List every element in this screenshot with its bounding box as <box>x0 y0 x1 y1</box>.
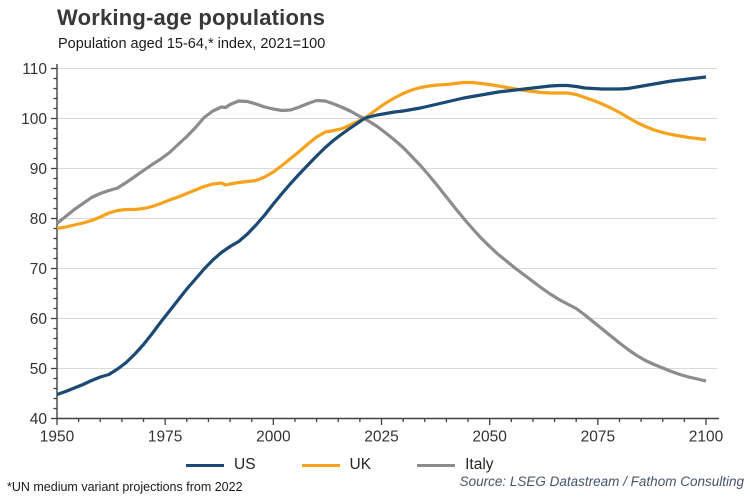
uk-line-swatch-icon <box>301 463 340 467</box>
x-tick-label: 2050 <box>472 429 507 446</box>
italy-series-line <box>55 98 707 383</box>
x-tick-label: 2100 <box>689 429 724 446</box>
x-tick-label: 1950 <box>40 429 75 446</box>
chart-subtitle: Population aged 15-64,* index, 2021=100 <box>58 36 326 52</box>
x-tick-label: 1975 <box>148 429 182 446</box>
y-tick-label: 110 <box>22 61 47 78</box>
footnote: *UN medium variant projections from 2022 <box>7 480 243 494</box>
y-tick-label: 50 <box>30 361 48 378</box>
x-tick-label: 2000 <box>256 429 291 446</box>
legend-item-italy: Italy <box>417 456 494 474</box>
y-tick-label: 100 <box>21 111 47 128</box>
legend-label-uk: UK <box>349 456 372 473</box>
legend-item-us: US <box>186 456 256 474</box>
y-tick-label: 80 <box>30 211 48 228</box>
us-series-line <box>56 75 707 397</box>
italy-line-swatch-icon <box>417 463 456 467</box>
y-tick-label: 60 <box>30 311 48 328</box>
legend-label-italy: Italy <box>465 456 494 473</box>
uk-series-line <box>56 80 707 231</box>
us-line-swatch-icon <box>186 463 224 467</box>
source-credit: Source: LSEG Datastream / Fathom Consult… <box>459 474 744 489</box>
y-tick-label: 40 <box>30 411 48 428</box>
x-tick-label: 2025 <box>364 429 398 446</box>
chart-title: Working-age populations <box>57 5 326 30</box>
y-tick-label: 70 <box>30 261 48 278</box>
y-tick-label: 90 <box>30 161 48 178</box>
legend-item-uk: UK <box>301 456 372 474</box>
chart-legend: US UK Italy <box>186 456 494 474</box>
legend-label-us: US <box>234 456 256 473</box>
x-tick-label: 2075 <box>581 429 615 446</box>
